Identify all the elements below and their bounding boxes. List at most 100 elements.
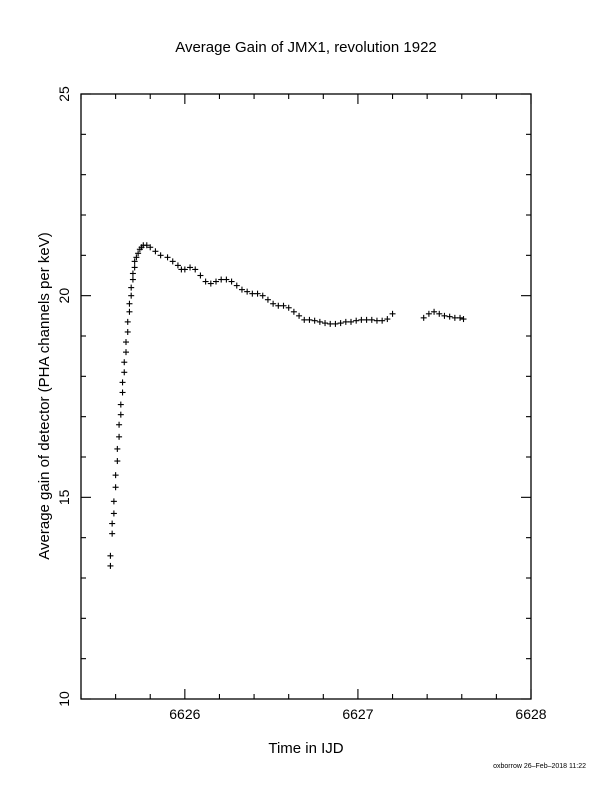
data-point xyxy=(135,250,142,257)
axis-tick-labels: 6626 6627 6628 10 15 20 25 xyxy=(56,86,547,722)
data-point xyxy=(420,314,427,321)
data-point xyxy=(348,318,354,325)
data-point xyxy=(311,317,318,324)
y-tick-label: 10 xyxy=(56,691,72,707)
data-point xyxy=(238,286,245,293)
data-point xyxy=(275,302,282,309)
data-point xyxy=(181,266,188,273)
data-point xyxy=(436,310,443,317)
data-point xyxy=(431,308,438,315)
data-point xyxy=(109,530,116,537)
data-point xyxy=(107,562,114,569)
data-point xyxy=(301,316,308,323)
data-point xyxy=(143,242,150,249)
data-point xyxy=(296,312,303,319)
x-axis-label: Time in IJD xyxy=(268,740,343,757)
data-point xyxy=(121,359,128,366)
data-point xyxy=(460,316,467,323)
data-point xyxy=(353,317,360,324)
data-point xyxy=(123,339,129,346)
data-point xyxy=(384,316,391,323)
data-point xyxy=(425,310,432,317)
data-point xyxy=(285,304,292,311)
data-point xyxy=(164,254,171,261)
data-point xyxy=(107,552,114,559)
x-tick-label: 6627 xyxy=(342,706,373,722)
data-point xyxy=(174,262,181,269)
data-point xyxy=(332,320,339,327)
data-point xyxy=(358,316,365,323)
data-points xyxy=(107,242,467,569)
data-point xyxy=(270,300,277,307)
data-point xyxy=(373,317,380,324)
data-point xyxy=(379,317,386,324)
data-point xyxy=(187,264,194,271)
data-point xyxy=(157,252,164,259)
data-point xyxy=(197,272,204,279)
data-point xyxy=(259,292,266,299)
data-point xyxy=(389,310,396,317)
data-point xyxy=(446,313,453,320)
data-point xyxy=(368,316,375,323)
data-point xyxy=(327,320,334,327)
data-point xyxy=(363,316,370,323)
y-tick-label: 25 xyxy=(56,86,72,102)
data-point xyxy=(119,379,126,386)
data-point xyxy=(306,316,313,323)
data-point xyxy=(169,258,176,265)
data-point xyxy=(110,498,117,505)
data-point xyxy=(233,282,240,289)
axis-ticks xyxy=(80,93,532,700)
data-point xyxy=(131,264,138,271)
data-point xyxy=(117,411,124,418)
data-point xyxy=(124,328,131,335)
data-point xyxy=(129,276,136,283)
data-point xyxy=(121,369,128,376)
data-point xyxy=(114,458,121,465)
data-point xyxy=(152,248,159,255)
data-point xyxy=(322,320,329,327)
data-point xyxy=(244,288,251,295)
data-point xyxy=(117,401,124,408)
data-point xyxy=(342,318,349,325)
data-point xyxy=(223,276,230,283)
data-point xyxy=(112,484,119,491)
y-tick-label: 15 xyxy=(56,489,72,505)
x-tick-label: 6626 xyxy=(169,706,200,722)
data-point xyxy=(112,472,119,479)
data-point xyxy=(337,320,344,327)
data-point xyxy=(114,445,121,452)
data-point xyxy=(207,280,214,287)
data-point xyxy=(116,421,123,428)
data-point xyxy=(110,510,117,517)
data-point xyxy=(126,300,133,307)
data-point xyxy=(228,278,235,285)
data-point xyxy=(264,296,271,303)
data-point xyxy=(116,433,123,440)
data-point xyxy=(457,314,464,321)
data-point xyxy=(316,318,323,325)
data-point xyxy=(280,302,287,309)
chart-title: Average Gain of JMX1, revolution 1922 xyxy=(175,39,437,56)
data-point xyxy=(441,312,448,319)
data-point xyxy=(131,258,138,265)
data-point xyxy=(128,292,135,299)
data-point xyxy=(109,520,116,527)
data-point xyxy=(133,254,140,261)
data-point xyxy=(218,276,225,283)
data-point xyxy=(249,290,256,297)
data-point xyxy=(192,266,199,273)
x-tick-label: 6628 xyxy=(515,706,546,722)
data-point xyxy=(119,389,126,396)
data-point xyxy=(202,278,209,285)
footer-stamp: oxborrow 26–Feb–2018 11:22 xyxy=(493,763,586,770)
y-axis-label: Average gain of detector (PHA channels p… xyxy=(36,232,53,559)
data-point xyxy=(126,308,133,315)
y-tick-label: 20 xyxy=(56,288,72,304)
data-point xyxy=(147,244,154,251)
data-point xyxy=(128,284,135,291)
data-point xyxy=(213,278,219,285)
data-point xyxy=(254,290,261,297)
data-point xyxy=(123,349,129,356)
